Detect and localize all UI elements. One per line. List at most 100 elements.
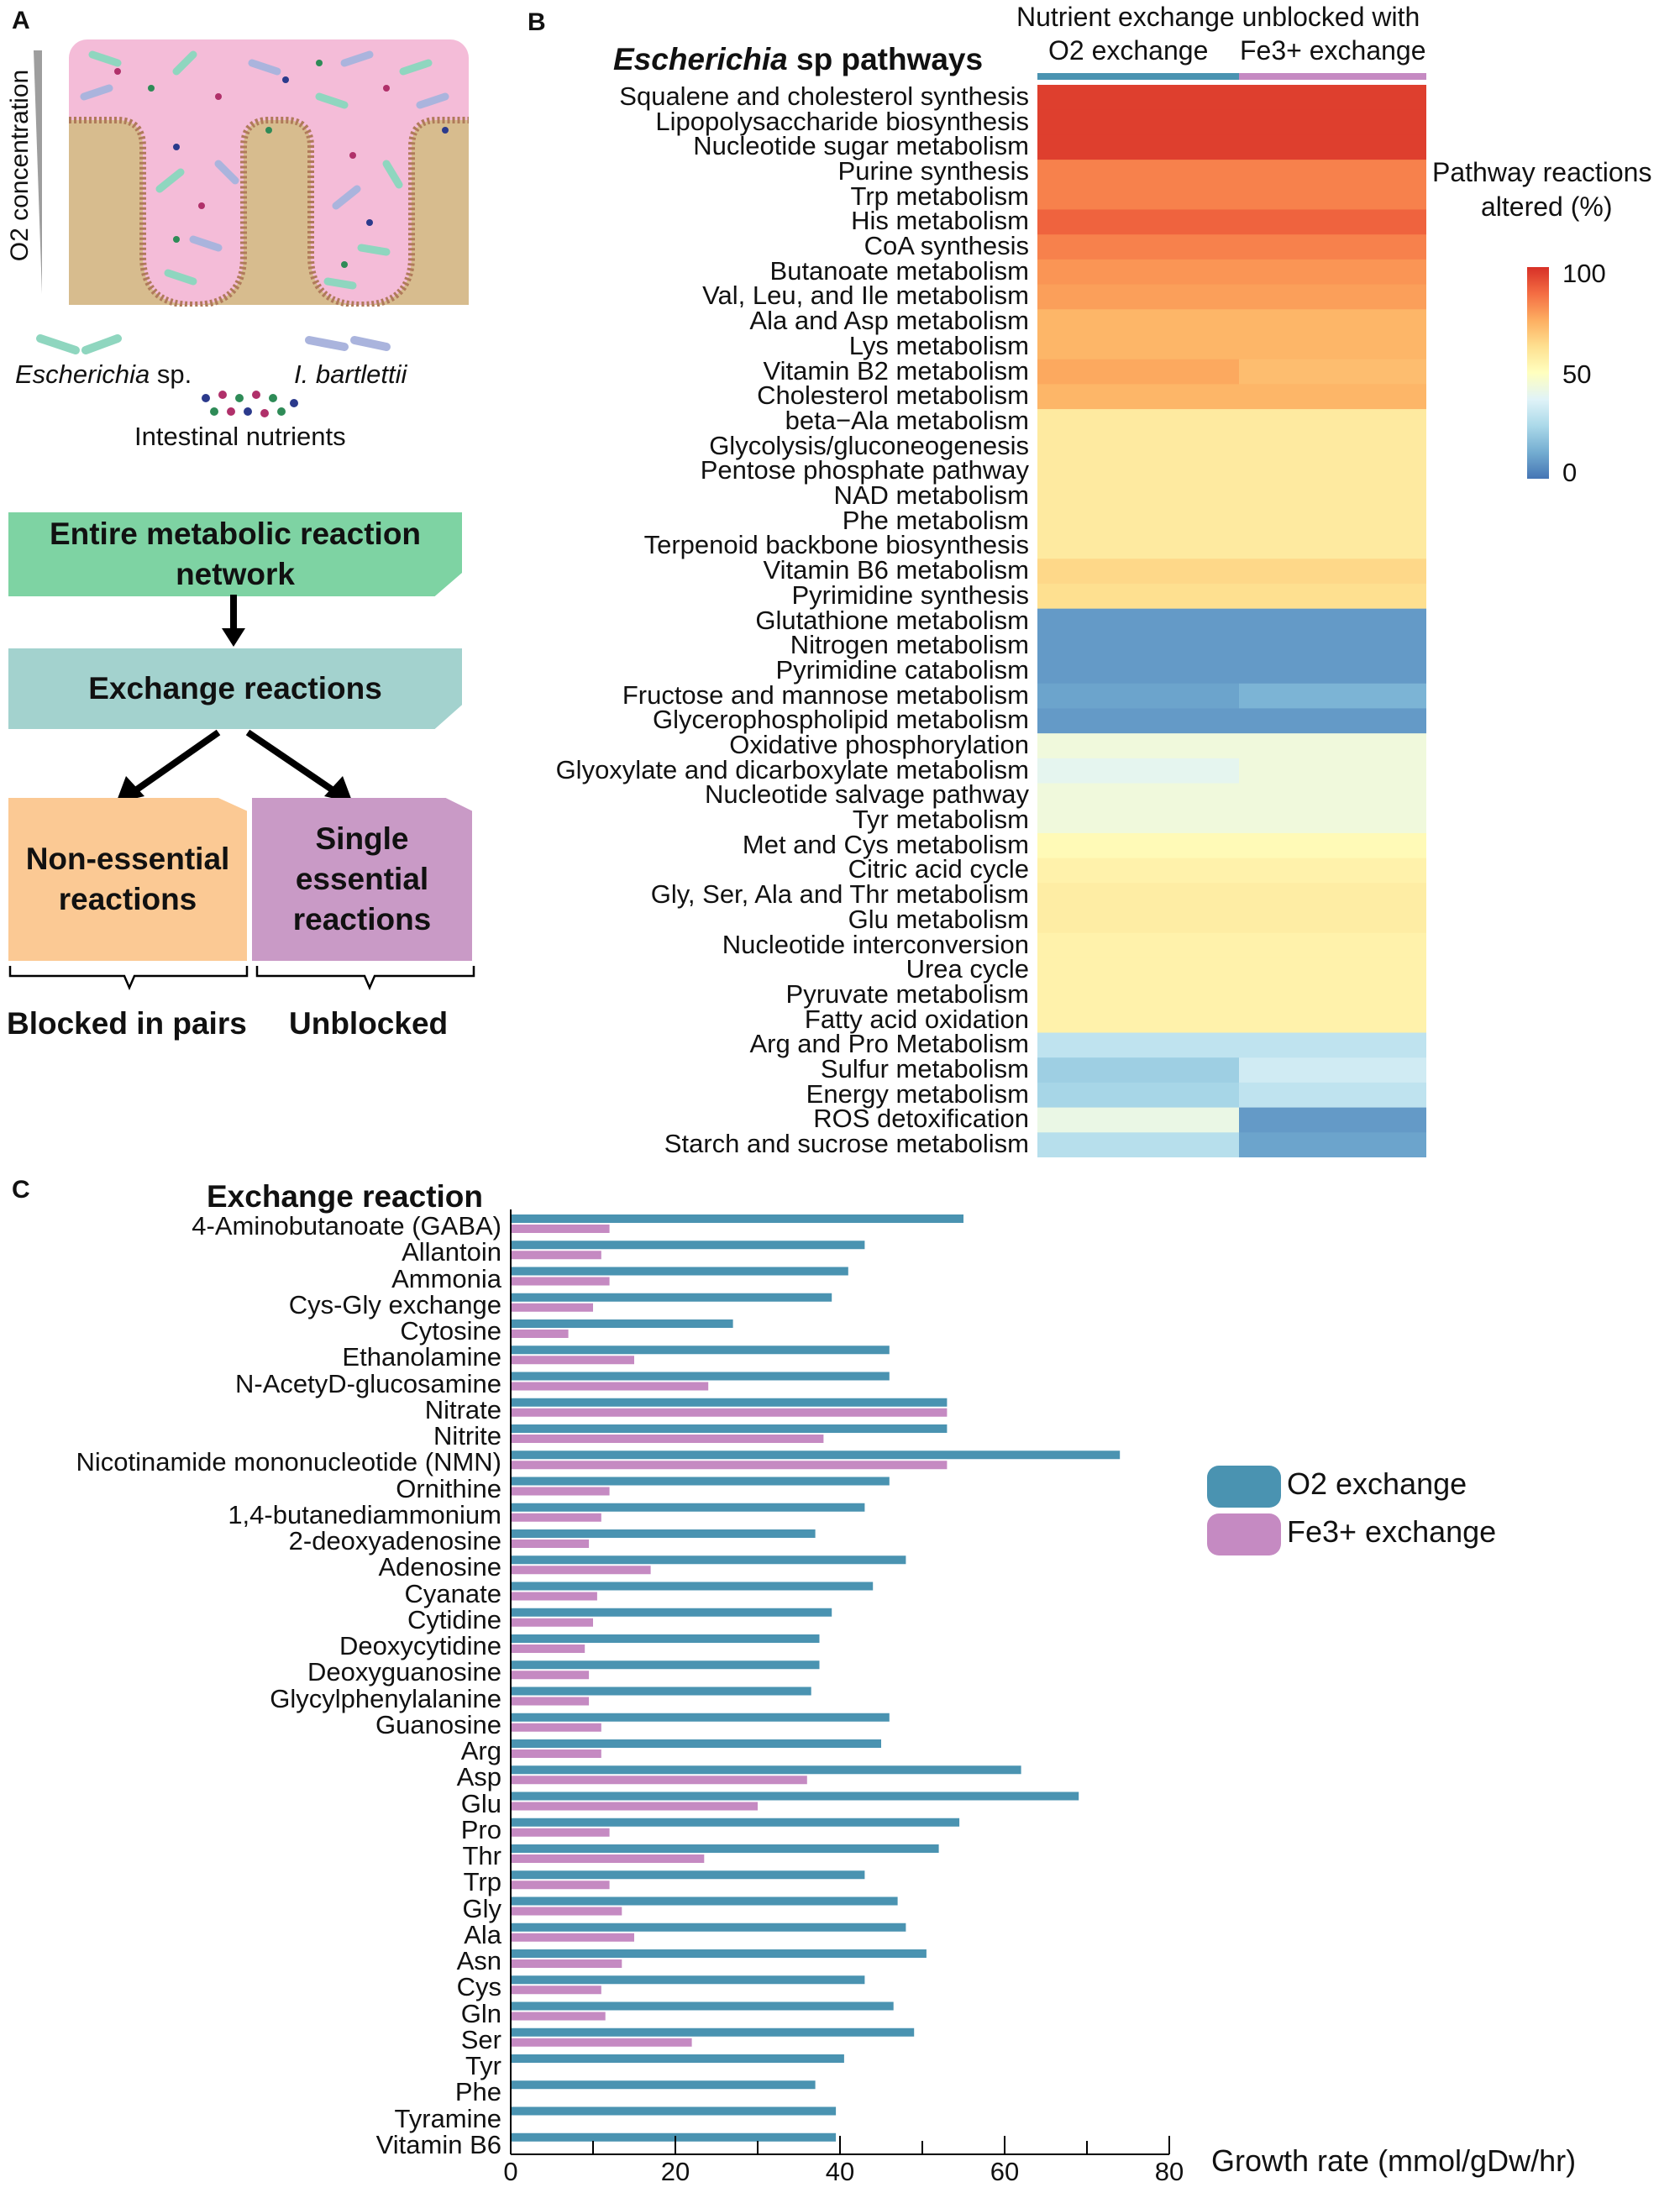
- heatmap-cell: [1239, 559, 1426, 585]
- heatmap-row-label: Vitamin B6 metabolism: [763, 555, 1029, 585]
- bar-o2: [511, 1949, 927, 1958]
- bar-o2: [511, 2080, 816, 2090]
- bar-o2: [511, 1791, 1079, 1801]
- bar-o2: [511, 1739, 881, 1748]
- heatmap-row-label: Lys metabolism: [848, 330, 1029, 360]
- heatmap-row-label: Purine synthesis: [837, 155, 1029, 186]
- heatmap-cell: [1037, 633, 1239, 659]
- escherichia-suffix: sp.: [156, 359, 192, 389]
- bar-fe: [511, 1618, 593, 1627]
- bar-category-label: Glu: [460, 1788, 501, 1818]
- bar-x-ticklabel: 80: [1154, 2157, 1184, 2186]
- heatmap-title-italic: Escherichia: [613, 42, 788, 76]
- heatmap-cell: [1239, 583, 1426, 610]
- bar-category-labels: 4-Aminobutanoate (GABA) Allantoin Ammonia C…: [0, 1209, 501, 2175]
- bar-o2: [511, 1241, 865, 1250]
- flow-brackets: [8, 966, 475, 991]
- heatmap-cell: [1037, 459, 1239, 485]
- bar-category-label: Cyanate: [404, 1578, 501, 1608]
- heatmap-cell: [1239, 1132, 1426, 1157]
- heatmap-cell: [1037, 1007, 1239, 1034]
- heatmap-cell: [1037, 309, 1239, 335]
- epithelial-membrane: [69, 117, 469, 307]
- heatmap-cell: [1037, 1082, 1239, 1109]
- bar-fe: [511, 1697, 590, 1706]
- bracket-unblocked-label: Unblocked: [289, 1006, 449, 1041]
- bar-fe: [511, 1277, 610, 1286]
- bar-o2: [511, 1477, 890, 1486]
- bracket-blocked-label: Blocked in pairs: [7, 1006, 247, 1041]
- bar-fe: [511, 1566, 651, 1575]
- bar-category-label: Guanosine: [375, 1709, 501, 1739]
- bar-category-label: Ethanolamine: [342, 1342, 501, 1372]
- heatmap-row-label: Butanoate metabolism: [769, 255, 1029, 286]
- heatmap-cell: [1239, 309, 1426, 335]
- heatmap-cell: [1037, 883, 1239, 909]
- colorbar-tick-50: 50: [1562, 359, 1592, 389]
- heatmap-row-label: Cholesterol metabolism: [757, 380, 1029, 411]
- heatmap-cell: [1037, 708, 1239, 734]
- heatmap-row-label: Arg and Pro Metabolism: [749, 1029, 1029, 1059]
- heatmap-cell: [1037, 758, 1239, 784]
- bar-fe: [511, 1907, 622, 1916]
- bar-fe: [511, 1828, 610, 1837]
- bar-fe: [511, 1225, 610, 1233]
- heatmap-col-o2: O2 exchange: [1048, 35, 1209, 66]
- heatmap-cell: [1239, 508, 1426, 535]
- heatmap-cell: [1239, 384, 1426, 410]
- heatmap-cell: [1239, 608, 1426, 634]
- bar-o2: [511, 1319, 733, 1328]
- heatmap-legend-title-1: Pathway reactions: [1432, 157, 1652, 187]
- heatmap-cell: [1037, 858, 1239, 884]
- heatmap-row-label: Citric acid cycle: [848, 854, 1029, 884]
- intestine-illustration: [69, 39, 469, 307]
- heatmap-cell: [1239, 783, 1426, 809]
- bar-fe: [511, 1303, 593, 1312]
- bar-x-ticklabel: 40: [825, 2157, 855, 2186]
- bar-fe: [511, 2038, 692, 2047]
- bar-o2: [511, 1687, 811, 1696]
- bar-fe: [511, 1330, 569, 1338]
- heatmap-row-label: Glu metabolism: [848, 904, 1029, 934]
- bar-o2: [511, 2028, 915, 2037]
- bar-category-label: 1,4-butanediammonium: [228, 1499, 501, 1529]
- panel-b-label: B: [528, 8, 546, 36]
- bar-category-label: Deoxycytidine: [339, 1631, 501, 1660]
- heatmap-cell: [1239, 708, 1426, 734]
- heatmap-row-label: Oxidative phosphorylation: [729, 729, 1029, 759]
- escherichia-icon: [36, 334, 122, 354]
- escherichia-label: Escherichia sp.: [15, 359, 192, 390]
- heatmap-cell: [1239, 160, 1426, 186]
- bar-category-label: Asn: [456, 1946, 501, 1975]
- heatmap-cell: [1037, 333, 1239, 360]
- heatmap-cell: [1037, 384, 1239, 410]
- heatmap-row-label: NAD metabolism: [833, 480, 1029, 510]
- bartlettii-label: I. bartlettii: [294, 359, 407, 389]
- legend-o2-swatch: [1207, 1466, 1281, 1508]
- heatmap-cell: [1037, 733, 1239, 759]
- heatmap-cell: [1037, 109, 1239, 135]
- nutrient-cluster-icon: [202, 391, 298, 417]
- bar-category-label: Pro: [460, 1814, 501, 1844]
- heatmap-row-label: Nucleotide sugar metabolism: [693, 131, 1029, 161]
- bar-o2: [511, 1923, 906, 1932]
- heatmap-colorbar: [1527, 267, 1549, 479]
- heatmap-cell: [1037, 683, 1239, 710]
- bar-category-label: Ornithine: [396, 1473, 501, 1503]
- bar-fe: [511, 1382, 709, 1391]
- bar-x-ticklabel: 20: [660, 2157, 690, 2186]
- heatmap-cell: [1239, 957, 1426, 984]
- bar-category-label: Ala: [464, 1919, 501, 1949]
- heatmap-cell: [1239, 259, 1426, 286]
- bar-o2: [511, 1975, 865, 1985]
- heatmap-cell: [1239, 1032, 1426, 1058]
- bar-fe: [511, 1487, 610, 1496]
- heatmap-cell: [1037, 832, 1239, 859]
- bar-fe: [511, 1540, 590, 1548]
- heatmap-cell: [1239, 459, 1426, 485]
- bar-category-label: Tyr: [465, 2051, 501, 2080]
- heatmap-row-label: Fructose and mannose metabolism: [622, 679, 1029, 710]
- heatmap-row-label: Energy metabolism: [806, 1078, 1029, 1109]
- bar-category-label: Phe: [454, 2077, 501, 2107]
- heatmap-cell: [1037, 409, 1239, 435]
